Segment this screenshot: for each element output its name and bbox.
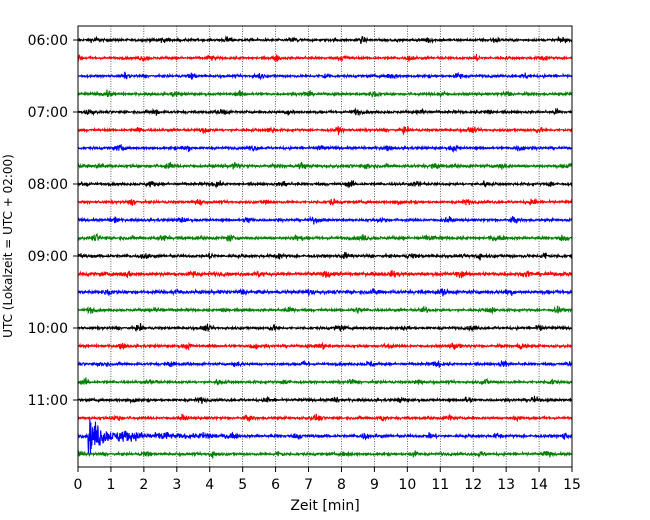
trace-0930 [77, 288, 573, 297]
trace-0615 [77, 54, 573, 62]
x-tick-label-2: 2 [139, 477, 148, 493]
plot-background [78, 26, 572, 467]
trace-0800 [77, 179, 573, 189]
x-tick-label-3: 3 [172, 477, 181, 493]
x-axis-label: Zeit [min] [290, 498, 359, 514]
x-tick-label-9: 9 [370, 477, 379, 493]
trace-1045 [77, 377, 573, 386]
y-tick-label-0700: 07:00 [28, 105, 68, 121]
x-tick-label-15: 15 [563, 477, 581, 493]
trace-0715 [77, 125, 573, 136]
trace-1030 [77, 359, 573, 368]
trace-0745 [77, 161, 573, 171]
trace-1000 [77, 323, 573, 333]
trace-0815 [77, 197, 573, 206]
trace-0945 [77, 305, 573, 316]
y-tick-label-0900: 09:00 [28, 249, 68, 265]
trace-0645 [77, 89, 573, 99]
x-tick-label-10: 10 [398, 477, 416, 493]
x-tick-label-11: 11 [431, 477, 449, 493]
x-axis: 0 1 2 3 4 5 6 7 8 9 10 11 12 13 14 15 [74, 467, 581, 493]
y-axis: 06:00 07:00 08:00 09:00 10:00 11:00 [28, 33, 78, 409]
trace-0600 [77, 35, 573, 45]
trace-0915 [77, 269, 573, 279]
trace-0630 [77, 71, 573, 81]
x-tick-label-6: 6 [271, 477, 280, 493]
plot-frame [77, 25, 573, 468]
y-tick-label-0600: 06:00 [28, 33, 68, 49]
trace-0700 [77, 107, 573, 117]
trace-0900 [77, 251, 573, 261]
trace-1015 [77, 341, 573, 352]
x-tick-label-8: 8 [337, 477, 346, 493]
x-tick-label-7: 7 [304, 477, 313, 493]
traces [77, 35, 573, 459]
x-tick-label-0: 0 [74, 477, 83, 493]
trace-0845 [77, 233, 573, 243]
x-tick-label-5: 5 [238, 477, 247, 493]
y-axis-label: UTC (Lokalzeit = UTC + 02:00) [1, 154, 15, 338]
x-grid [110, 26, 540, 467]
trace-0830 [77, 215, 573, 225]
x-tick-label-14: 14 [530, 477, 548, 493]
x-tick-label-12: 12 [464, 477, 482, 493]
trace-0730 [77, 144, 573, 154]
x-tick-label-1: 1 [106, 477, 115, 493]
trace-1130 [77, 418, 573, 455]
trace-1145 [77, 450, 573, 459]
y-tick-label-0800: 08:00 [28, 177, 68, 193]
y-tick-label-1100: 11:00 [28, 393, 68, 409]
y-tick-label-1000: 10:00 [28, 321, 68, 337]
trace-1115 [77, 413, 573, 423]
x-tick-label-4: 4 [205, 477, 214, 493]
trace-1100 [77, 395, 573, 405]
x-tick-label-13: 13 [497, 477, 515, 493]
